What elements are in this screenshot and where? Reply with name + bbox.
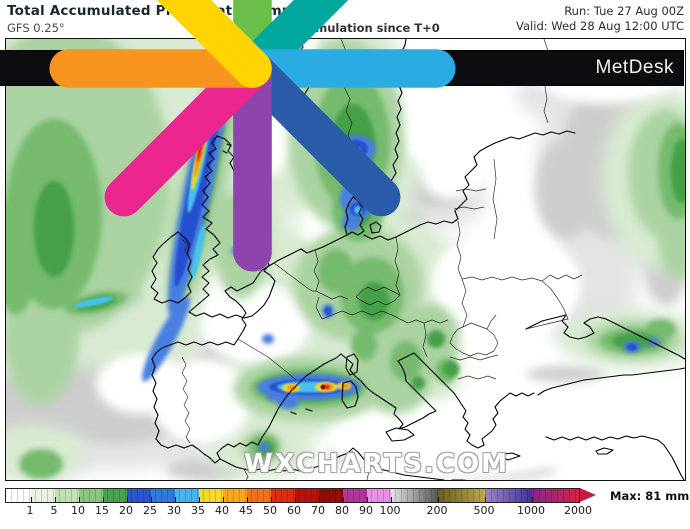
run-time-label: Run: Tue 27 Aug 00Z [564,4,684,18]
dry-areas-layer [96,39,681,479]
colorbar-tick-label: 50 [263,504,277,517]
colorbar-tick-label: 45 [239,504,253,517]
country-borders [181,39,583,480]
colorbar-tick [294,497,296,502]
colorbar-tick-label: 20 [119,504,133,517]
colorbar-tick-label: 30 [167,504,181,517]
colorbar-tick [174,497,176,502]
colorbar-tick [270,497,272,502]
colorbar-tick [78,497,80,502]
colorbar-tick-label: 40 [215,504,229,517]
colorbar-tick-label: 90 [359,504,373,517]
map-canvas: MetDesk WXCHARTS.COM [0,0,686,481]
colorbar-tick-label: 10 [71,504,85,517]
colorbar-segment [391,489,438,502]
colorbar-segment [319,489,343,502]
colorbar-tick [437,497,439,502]
colorbar-segment [127,489,151,502]
metdesk-logo-text: MetDesk [595,57,674,78]
colorbar-arrow [580,488,596,502]
colorbar-tick-label: 35 [191,504,205,517]
colorbar-segment [151,489,175,502]
colorbar-tick-label: 25 [143,504,157,517]
colorbar-tick [222,497,224,502]
colorbar-max-label: Max: 81 mm [610,489,690,503]
colorbar-tick [150,497,152,502]
colorbar-segment [31,489,55,502]
colorbar-tick [484,497,486,502]
colorbar-tick-label: 100 [379,504,401,517]
colorbar-tick [30,497,32,502]
colorbar-tick [102,497,104,502]
colorbar-track [5,488,580,503]
page-title: Total Accumulated Precipitation (mm) [7,3,303,19]
metdesk-starburst-icon [48,0,456,272]
colorbar-tick [54,497,56,502]
valid-time-label: Valid: Wed 28 Aug 12:00 UTC [516,19,684,33]
colorbar-segment [485,489,532,502]
colorbar-tick-label: 80 [335,504,349,517]
colorbar-tick-label: 1 [26,504,34,517]
colorbar-segment [247,489,271,502]
colorbar-segment [223,489,247,502]
colorbar-segment [367,489,391,502]
colorbar-tick-label: 500 [473,504,495,517]
colorbar-segment [6,489,31,502]
colorbar-segment [271,489,295,502]
colorbar-tick-label: 1000 [517,504,545,517]
colorbar-tick-label: 70 [311,504,325,517]
colorbar-tick [531,497,533,502]
precipitation-map [6,39,685,480]
colorbar-segment [103,489,127,502]
colorbar-segment [199,489,223,502]
colorbar-tick [318,497,320,502]
colorbar-segment [438,489,485,502]
colorbar-tick [390,497,392,502]
colorbar-segment [55,489,79,502]
colorbar-tick [126,497,128,502]
colorbar-segment [79,489,103,502]
colorbar-tick [246,497,248,502]
metdesk-logo: MetDesk [0,0,684,272]
colorbar-tick-label: 15 [95,504,109,517]
colorbar-tick [342,497,344,502]
model-label: GFS 0.25° [7,21,65,35]
colorbar-segment [175,489,199,502]
colorbar-tick [198,497,200,502]
colorbar-tick-label: 2000 [564,504,592,517]
colorbar-tick [578,497,580,502]
wxcharts-watermark: WXCHARTS.COM [244,449,510,479]
colorbar-tick-label: 60 [287,504,301,517]
colorbar-tick-label: 5 [50,504,58,517]
colorbar-tick [366,497,368,502]
colorbar-segment [295,489,319,502]
colorbar: 1 5 10 15 20 25 30 35 40 45 50 60 70 80 90 100 200 500 100… [5,488,689,524]
colorbar-segment [532,489,579,502]
colorbar-segment [343,489,367,502]
colorbar-tick-label: 200 [426,504,448,517]
